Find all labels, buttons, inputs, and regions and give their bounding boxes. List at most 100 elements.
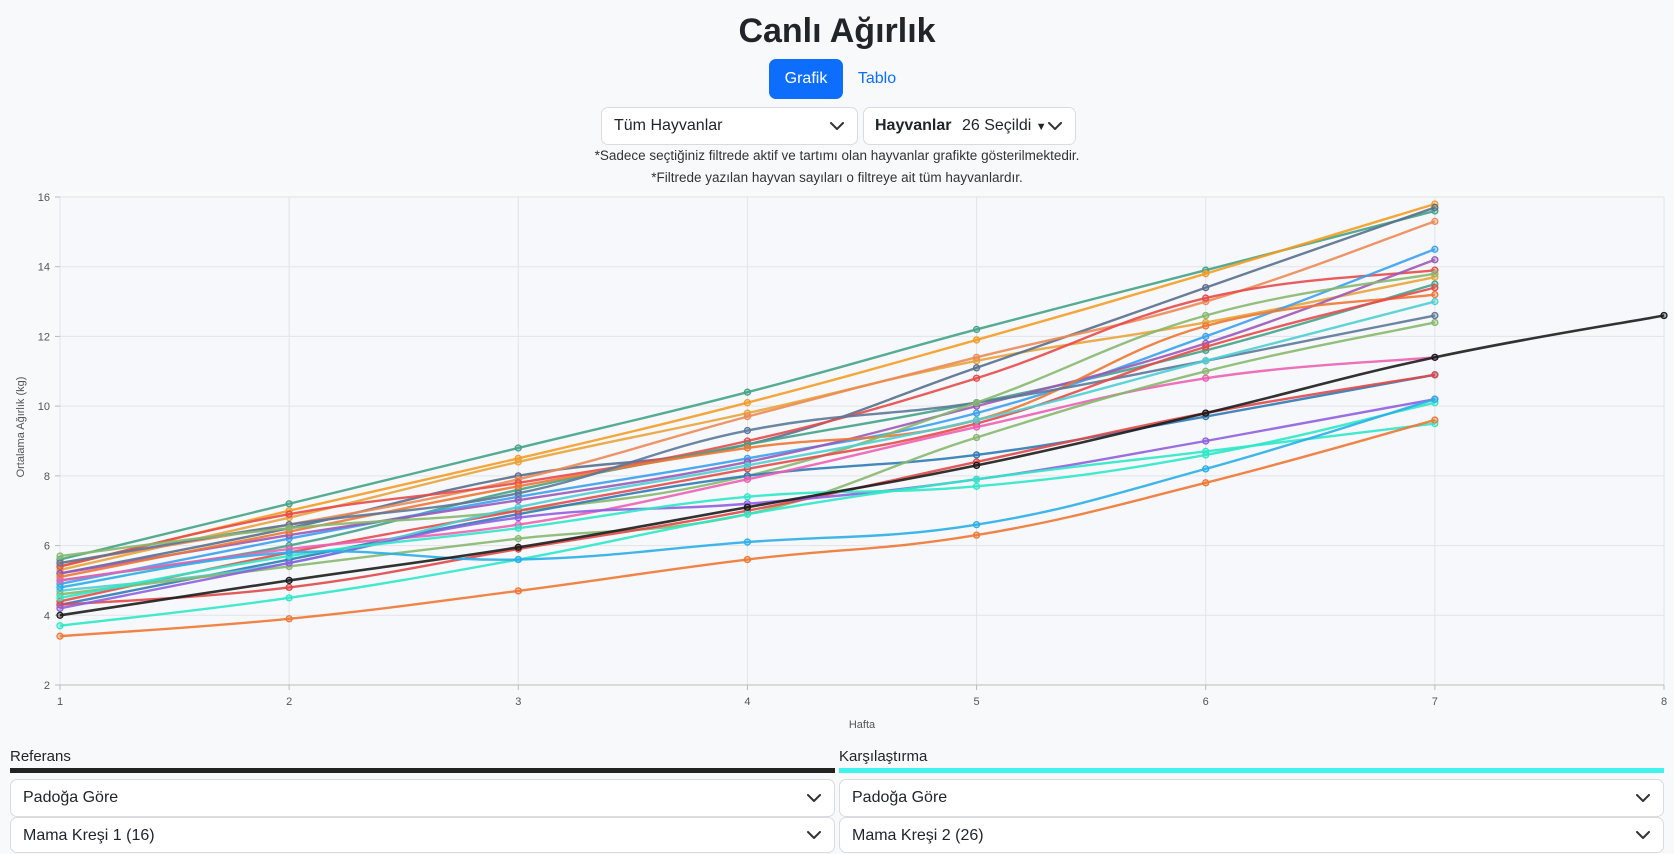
comparison-series-2-point xyxy=(743,399,752,407)
reference-series-point xyxy=(514,543,522,551)
chart-series xyxy=(56,200,1668,640)
comparison-series-17-point xyxy=(1202,367,1210,375)
tab-grafik[interactable]: Grafik xyxy=(769,59,843,99)
reference-series xyxy=(56,311,1668,619)
x-tick-label: 3 xyxy=(515,696,521,708)
comparison-series-9-point xyxy=(514,496,522,504)
comparison-series-10-point xyxy=(1202,322,1210,330)
comparison-series-22-point xyxy=(514,555,522,564)
filter-note-2: *Filtrede yazılan hayvan sayıları o filt… xyxy=(651,170,1023,185)
page-title: Canlı Ağırlık xyxy=(738,12,936,50)
comparison-series-4-point xyxy=(972,364,981,372)
comparison-series-8-point xyxy=(1431,245,1439,253)
comparison-series-23-point xyxy=(56,632,64,640)
chevron-down-icon xyxy=(1635,780,1651,816)
x-tick-label: 6 xyxy=(1203,696,1209,708)
group-filter-value: 26 Seçildi xyxy=(961,117,1032,134)
comparison-group-select[interactable]: Mama Kreşi 2 (26) xyxy=(839,817,1664,853)
comparison-series-4-point xyxy=(1431,203,1439,212)
comparison-mode-value: Padoğa Göre xyxy=(852,789,948,806)
chevron-down-icon xyxy=(1047,108,1063,144)
reference-series-point xyxy=(1660,311,1668,320)
chart-grid xyxy=(59,196,1665,686)
comparison-series-3-point xyxy=(514,458,522,466)
reference-series-point xyxy=(1202,409,1210,417)
group-filter-select[interactable]: Hayvanlar 26 Seçildi ▼ xyxy=(863,107,1076,145)
comparison-series-21-point xyxy=(743,510,752,518)
reference-series-point xyxy=(285,576,293,585)
comparison-series-19-point xyxy=(1202,437,1210,445)
comparison-series-23-point xyxy=(514,587,522,595)
comparison-series-17-point xyxy=(972,433,981,442)
comparison-group-value: Mama Kreşi 2 (26) xyxy=(852,827,984,844)
comparison-series-2-point xyxy=(1202,270,1210,278)
comparison-series-19-point xyxy=(514,514,522,522)
reference-mode-value: Padoğa Göre xyxy=(23,789,119,806)
comparison-series-16-point xyxy=(1431,297,1439,306)
comparison-series-15-point xyxy=(743,475,752,483)
reference-series-point xyxy=(1431,353,1439,361)
comparison-series-20-point xyxy=(743,493,752,501)
y-tick-label: 14 xyxy=(38,262,50,274)
x-tick-label: 5 xyxy=(974,696,980,708)
comparison-series-6-point xyxy=(285,510,293,518)
reference-color-bar xyxy=(10,768,835,773)
comparison-series-22-point xyxy=(743,538,752,546)
animal-filter-select[interactable]: Tüm Hayvanlar xyxy=(601,107,858,145)
comparison-series-14-point xyxy=(1202,343,1210,351)
comparison-series-8-point xyxy=(1202,332,1210,341)
comparison-series-5-point xyxy=(743,412,752,421)
reference-mode-select[interactable]: Padoğa Göre xyxy=(10,779,835,817)
reference-group-value: Mama Kreşi 1 (16) xyxy=(23,827,155,844)
comparison-mode-select[interactable]: Padoğa Göre xyxy=(839,779,1664,817)
comparison-series-22-point xyxy=(1431,395,1439,403)
x-tick-label: 1 xyxy=(57,696,63,708)
comparison-series-15-point xyxy=(972,423,981,431)
comparison-series-22-point xyxy=(972,521,981,529)
comparison-series-23-point xyxy=(972,531,981,539)
plot-area xyxy=(60,197,1664,685)
comparison-label: Karşılaştırma xyxy=(839,748,928,765)
reference-group-select[interactable]: Mama Kreşi 1 (16) xyxy=(10,817,835,853)
comparison-series-16-point xyxy=(514,503,522,511)
y-tick-label: 10 xyxy=(38,401,50,413)
chevron-down-icon xyxy=(829,108,845,144)
comparison-series-12-point xyxy=(1431,270,1439,278)
comparison-color-bar xyxy=(839,768,1664,773)
comparison-series-23-point xyxy=(285,615,293,623)
comparison-series-15-point xyxy=(56,576,64,585)
x-tick-label: 7 xyxy=(1432,696,1438,708)
comparison-series-21-point xyxy=(972,475,981,483)
comparison-series-12-point xyxy=(285,524,293,532)
comparison-series-19-point xyxy=(56,604,64,612)
comparison-series-8-point xyxy=(972,409,981,417)
comparison-series-21-point xyxy=(1202,447,1210,456)
comparison-series-20-point xyxy=(514,524,522,532)
animal-filter-value: Tüm Hayvanlar xyxy=(614,117,723,134)
y-tick-label: 6 xyxy=(44,541,50,553)
comparison-series-6-point xyxy=(1202,294,1210,302)
y-tick-label: 2 xyxy=(44,680,50,692)
comparison-series-23 xyxy=(56,416,1439,640)
reference-series-point xyxy=(972,461,981,470)
comparison-series-18-point xyxy=(1431,371,1439,379)
comparison-series-20-point xyxy=(972,482,981,490)
comparison-series-6-point xyxy=(972,374,981,382)
chevron-down-icon xyxy=(1635,818,1651,852)
comparison-series-16-point xyxy=(743,461,752,470)
comparison-series-11-point xyxy=(514,489,522,497)
comparison-series-20-point xyxy=(56,594,64,602)
comparison-series-4-point xyxy=(1202,283,1210,292)
filter-note-1: *Sadece seçtiğiniz filtrede aktif ve tar… xyxy=(594,148,1080,163)
comparison-series-17-point xyxy=(514,534,522,543)
tab-tablo[interactable]: Tablo xyxy=(857,70,897,87)
comparison-series-22 xyxy=(56,395,1439,592)
comparison-series-16-point xyxy=(1202,357,1210,365)
comparison-series-10-point xyxy=(743,444,752,452)
comparison-series-22-point xyxy=(1202,465,1210,473)
group-filter-label: Hayvanlar xyxy=(875,117,952,134)
comparison-series-18-point xyxy=(285,583,293,592)
comparison-series-5-point xyxy=(1431,217,1439,226)
